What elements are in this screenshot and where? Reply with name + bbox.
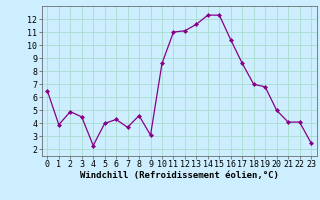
X-axis label: Windchill (Refroidissement éolien,°C): Windchill (Refroidissement éolien,°C) bbox=[80, 171, 279, 180]
